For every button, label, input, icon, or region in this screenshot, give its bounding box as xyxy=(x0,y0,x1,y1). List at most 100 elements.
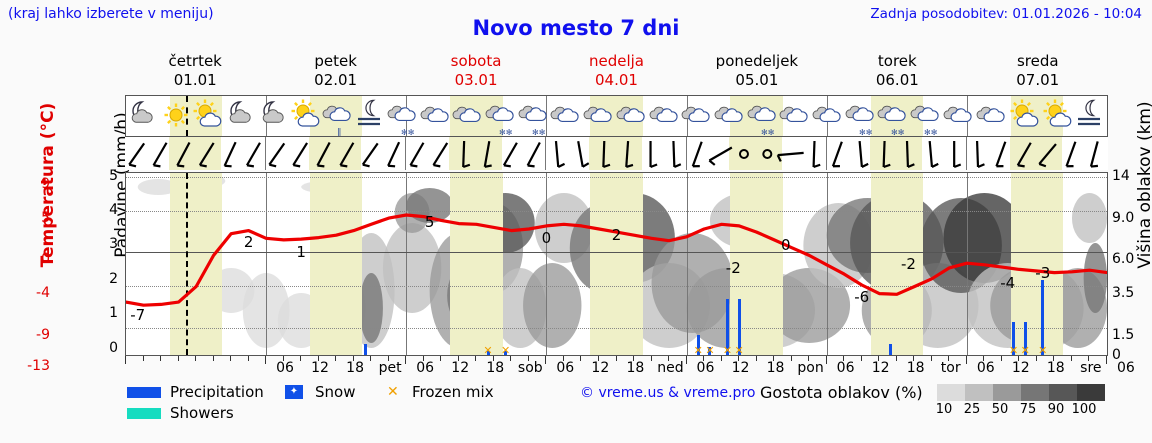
cloud-density-blob xyxy=(382,223,442,313)
day-separator xyxy=(685,137,687,170)
day-separator xyxy=(266,173,268,355)
precipitation-tick: 4 xyxy=(109,202,118,218)
last-update-text: Zadnja posodobitev: 01.01.2026 - 10:04 xyxy=(870,6,1142,22)
x-axis-tick xyxy=(370,356,372,361)
precipitation-tick: 3 xyxy=(109,236,118,252)
wind-barb xyxy=(339,142,355,168)
precipitation-bar xyxy=(737,298,741,355)
x-axis-tick xyxy=(720,356,722,361)
gridline xyxy=(126,211,1107,212)
x-axis-tick xyxy=(562,356,564,361)
day-header-cell: torek 06.01 xyxy=(827,52,967,92)
x-axis-tick xyxy=(247,356,249,361)
x-axis-tick xyxy=(580,356,582,361)
wind-barb xyxy=(858,140,869,168)
weather-icon-moon-cloud xyxy=(126,98,160,136)
weather-icon-moon-cloud xyxy=(222,98,258,136)
weather-icon-cloud-snow: ✻✻ xyxy=(484,98,520,136)
temperature-tick: 9 xyxy=(41,176,50,192)
x-axis-label: 18 xyxy=(626,360,645,376)
wind-barb xyxy=(812,140,821,169)
weather-icon-cloud xyxy=(582,98,618,136)
cloud-height-tick: 6.0 xyxy=(1112,251,1135,267)
x-axis-tick xyxy=(615,356,617,361)
temperature-point-label: 1 xyxy=(296,243,306,262)
cloud-density-scale-labels: 10 25 50 75 90 100 xyxy=(930,402,1098,417)
x-axis-tick xyxy=(160,356,162,361)
weather-icon-cloud xyxy=(648,98,684,136)
x-axis-label: 06 xyxy=(696,360,715,376)
legend-showers-label: Showers xyxy=(170,404,234,422)
legend-precipitation-label: Precipitation xyxy=(170,383,264,401)
weather-icon-moon-wind xyxy=(353,98,389,136)
x-axis-tick xyxy=(808,356,810,361)
wind-barb xyxy=(905,140,915,169)
cloud-density-blob xyxy=(137,179,179,195)
x-axis-tick xyxy=(1000,356,1002,361)
page-title: Novo mesto 7 dni xyxy=(472,16,680,40)
frozen-mix-marker: ✕ xyxy=(693,344,703,356)
x-axis-tick xyxy=(1053,356,1055,361)
cloud-height-tick-labels: 14 9.0 6.0 3.5 1.5 0 xyxy=(1112,168,1152,363)
x-axis-tick xyxy=(405,356,407,364)
wind-barb xyxy=(128,142,146,168)
x-axis-tick xyxy=(895,356,897,361)
wind-barb xyxy=(672,140,682,169)
frozen-mix-marker: ✕ xyxy=(1020,344,1030,356)
x-axis-label: pet xyxy=(378,360,402,376)
temperature-point-label: 2 xyxy=(243,233,254,252)
x-axis-tick xyxy=(142,356,144,361)
day-header-cell: četrtek 01.01 xyxy=(125,52,265,92)
day-separator xyxy=(965,137,967,170)
cloud-density-color-scale xyxy=(937,384,1105,401)
day-date: 04.01 xyxy=(595,71,638,89)
cloud-density-blob xyxy=(1071,193,1107,243)
cloud-density-blob xyxy=(406,188,453,223)
x-axis-tick xyxy=(703,356,705,361)
precipitation-tick: 2 xyxy=(109,271,118,287)
frozen-mix-marker: ✕ xyxy=(483,344,493,356)
weather-icon-sun xyxy=(157,98,193,136)
gridline xyxy=(126,286,1107,287)
day-separator xyxy=(546,173,548,355)
x-axis-tick xyxy=(650,356,652,361)
x-axis-label: 12 xyxy=(871,360,890,376)
copyright-link[interactable]: © vreme.us & vreme.pro xyxy=(580,385,756,401)
day-header-cell: petek 02.01 xyxy=(265,52,405,92)
svg-text:✻✻: ✻✻ xyxy=(761,128,775,136)
wind-barb xyxy=(176,142,191,168)
weather-icon-cloud-snow: ✻✻ xyxy=(844,98,880,136)
wind-barb xyxy=(708,146,733,166)
cloud-height-tick: 0 xyxy=(1112,347,1121,363)
x-axis-label: 12 xyxy=(731,360,750,376)
cloud-density-blob xyxy=(523,263,582,348)
cloud-density-blob xyxy=(1083,243,1107,313)
temperature-point-label: -3 xyxy=(1035,263,1051,282)
frozen-mix-marker: ✕ xyxy=(734,344,744,356)
wind-barb xyxy=(1016,142,1032,168)
day-header-cell: nedelja 04.01 xyxy=(546,52,686,92)
x-axis-label: sre xyxy=(1080,360,1102,376)
x-axis-tick xyxy=(545,356,547,364)
day-separator xyxy=(686,173,688,355)
svg-text:✻✻: ✻✻ xyxy=(499,128,513,136)
wind-barb xyxy=(387,141,401,168)
day-name: torek xyxy=(877,52,917,70)
weather-icon-cloud xyxy=(942,98,978,136)
x-axis-label: 18 xyxy=(1046,360,1065,376)
x-axis-tick xyxy=(457,356,459,361)
daylight-band xyxy=(729,137,782,170)
temperature-point-label: 5 xyxy=(424,213,435,231)
cloud-height-tick: 9.0 xyxy=(1112,210,1135,226)
temperature-tick-labels: 9 5 0 -4 -9 -13 xyxy=(10,172,50,374)
precipitation-bar xyxy=(696,334,700,355)
day-name: sobota xyxy=(450,52,502,70)
x-axis-tick xyxy=(282,356,284,361)
gridline xyxy=(126,177,1107,178)
wind-barb xyxy=(246,142,261,168)
precipitation-tick: 0 xyxy=(109,340,118,356)
frozen-mix-marker: ✕ xyxy=(722,344,733,356)
x-axis-label: 18 xyxy=(486,360,505,376)
x-axis-tick xyxy=(983,356,985,361)
x-axis-tick xyxy=(422,356,424,361)
